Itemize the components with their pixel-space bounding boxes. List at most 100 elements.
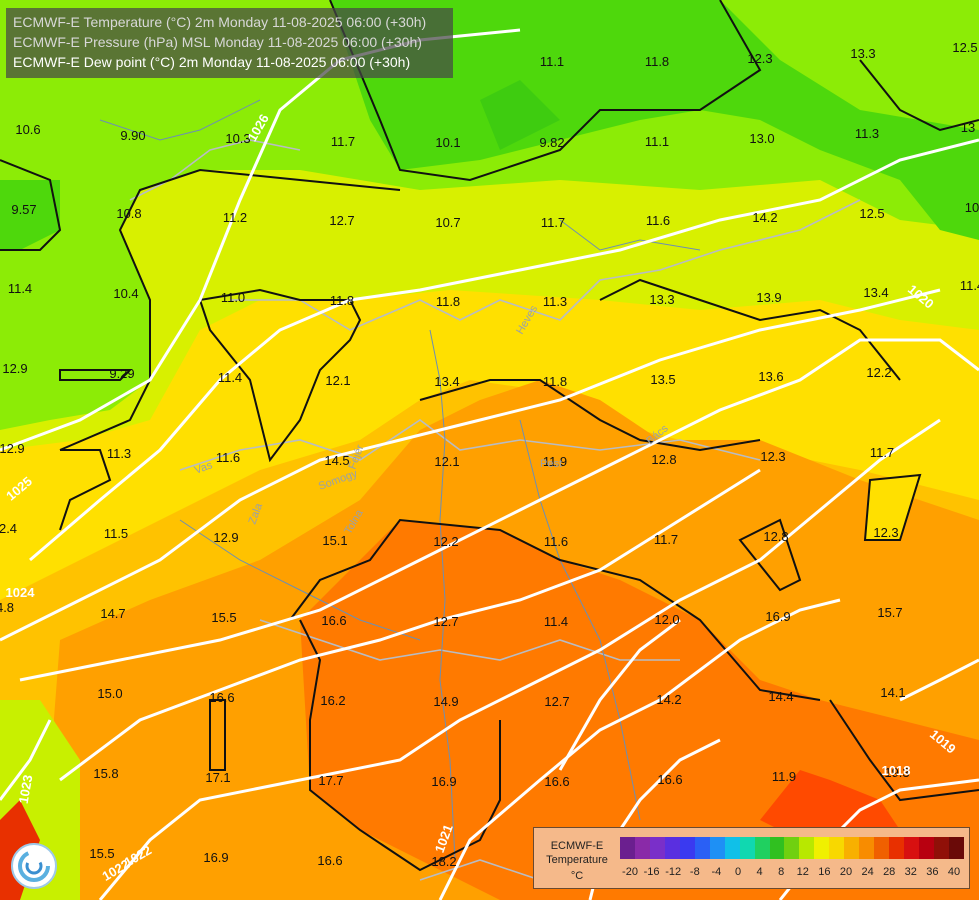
- dewpoint-label: 12.1: [325, 373, 350, 388]
- dewpoint-label: 11.1: [645, 134, 669, 149]
- dewpoint-label: 12.3: [873, 525, 898, 540]
- dewpoint-label: 11.0: [221, 290, 245, 305]
- title-pressure: ECMWF-E Pressure (hPa) MSL Monday 11-08-…: [13, 34, 422, 50]
- dewpoint-label: 11.2: [223, 210, 247, 225]
- dewpoint-label: 12.5: [859, 206, 884, 221]
- dewpoint-label: 16.9: [431, 774, 456, 789]
- dewpoint-label: 15.5: [89, 846, 114, 861]
- dewpoint-label: 10.6: [15, 122, 40, 137]
- dewpoint-label: 14.9: [433, 694, 458, 709]
- dewpoint-label: 10.8: [116, 206, 141, 221]
- legend-tick-label: -8: [689, 866, 700, 878]
- isobar-label: 1018: [882, 763, 911, 778]
- legend-color-swatch: [889, 837, 905, 859]
- dewpoint-label: 10.4: [113, 286, 138, 301]
- dewpoint-label: 13.6: [758, 369, 783, 384]
- dewpoint-label: 9.82: [539, 135, 564, 150]
- legend-color-swatch: [769, 837, 785, 859]
- dewpoint-label: 11.7: [331, 134, 355, 149]
- legend-color-swatch: [724, 837, 740, 859]
- dewpoint-label: 15.5: [211, 610, 236, 625]
- place-label: Pest: [540, 458, 562, 470]
- ecmwf-logo: [11, 843, 57, 889]
- legend-color-swatch: [799, 837, 815, 859]
- legend-tick-label: -4: [711, 866, 722, 878]
- legend-tick-label: 12: [796, 866, 809, 878]
- legend-color-swatch: [948, 837, 964, 859]
- legend-color-swatch: [679, 837, 695, 859]
- rivers: [99, 99, 701, 861]
- legend-tick-label: 20: [839, 866, 853, 878]
- dewpoint-label: 16.6: [321, 613, 346, 628]
- swirl-icon: [18, 850, 50, 882]
- dewpoint-label: 15.1: [322, 533, 347, 548]
- dewpoint-label: 12.5: [952, 40, 977, 55]
- dewpoint-label: 11.7: [870, 445, 894, 460]
- legend-tick-label: 0: [734, 866, 742, 878]
- legend-tick-label: 40: [947, 866, 961, 878]
- dewpoint-label: 11.4: [960, 278, 979, 293]
- dewpoint-label: 9.57: [11, 202, 36, 217]
- title-temperature: ECMWF-E Temperature (°C) 2m Monday 11-08…: [13, 14, 427, 30]
- isobar-label: 1024: [6, 585, 36, 600]
- dewpoint-label: 11.8: [330, 293, 354, 308]
- dewpoint-label: 13.0: [749, 131, 774, 146]
- legend-tick-label: 36: [926, 866, 939, 878]
- dewpoint-label: 12.3: [747, 51, 772, 66]
- dewpoint-label: 12.9: [0, 441, 25, 456]
- dewpoint-label: 15.8: [93, 766, 118, 781]
- dewpoint-label: 11.7: [654, 532, 678, 547]
- legend-color-swatch: [904, 837, 920, 859]
- dewpoint-label: 11.7: [541, 215, 565, 230]
- dewpoint-label: 13.3: [649, 292, 674, 307]
- legend-color-swatch: [634, 837, 650, 859]
- legend-color-bar: [620, 837, 964, 859]
- isobar-label: 1023: [16, 774, 36, 805]
- dewpoint-label: 11.4: [8, 281, 32, 296]
- dewpoint-label: 17.7: [318, 773, 343, 788]
- band-green-left: [0, 180, 60, 250]
- dewpoint-label: 11.6: [646, 213, 670, 228]
- dewpoint-label: 14.2: [656, 692, 681, 707]
- dewpoint-contours: [0, 0, 979, 872]
- legend-color-swatch: [874, 837, 890, 859]
- dewpoint-label: 11.8: [645, 54, 669, 69]
- dewpoint-label: 12.7: [544, 694, 569, 709]
- legend-color-swatch: [784, 837, 800, 859]
- legend-color-swatch: [709, 837, 725, 859]
- isobars: [0, 28, 979, 900]
- place-label: Vas: [193, 459, 215, 477]
- dewpoint-label: 11.9: [772, 769, 796, 784]
- dewpoint-label: 18.2: [431, 854, 456, 869]
- legend-color-swatch: [829, 837, 845, 859]
- dewpoint-label: 9.90: [120, 128, 145, 143]
- dewpoint-label: 16.9: [765, 609, 790, 624]
- legend-color-swatch: [814, 837, 830, 859]
- legend-title-unit: °C: [570, 870, 584, 882]
- dewpoint-label: 11.3: [855, 126, 879, 141]
- legend-tick-label: 4: [756, 866, 763, 878]
- band-green-dark: [330, 0, 979, 240]
- dewpoint-label: 11.1: [540, 54, 564, 69]
- dewpoint-label: 13.4: [434, 374, 459, 389]
- legend-color-swatch: [934, 837, 949, 859]
- dewpoint-label: 11.9: [543, 454, 567, 469]
- dewpoint-label: 15.7: [877, 605, 902, 620]
- dewpoint-label: 11.6: [544, 534, 568, 549]
- legend-color-swatch: [694, 837, 710, 859]
- dewpoint-labels: 11.1 11.8 12.3 13.3 12.5 10.6 9.90 10.3 11.7 10.1…: [0, 40, 979, 869]
- dewpoint-label: 11.8: [543, 374, 567, 389]
- legend-color-swatch: [620, 837, 635, 859]
- dewpoint-label: 12.7: [433, 614, 458, 629]
- dewpoint-label: 12.7: [329, 213, 354, 228]
- dewpoint-label: 19.3: [884, 765, 909, 780]
- legend-color-swatch: [754, 837, 770, 859]
- dewpoint-label: 13: [961, 120, 975, 135]
- dewpoint-label: 10.7: [435, 215, 460, 230]
- band-yellow-pocket: [865, 475, 920, 540]
- legend-title-variable: Temperature: [546, 854, 608, 866]
- dewpoint-label: 4.8: [0, 600, 14, 615]
- legend-color-swatch: [844, 837, 860, 859]
- legend-color-swatch: [739, 837, 755, 859]
- legend-color-swatch: [649, 837, 665, 859]
